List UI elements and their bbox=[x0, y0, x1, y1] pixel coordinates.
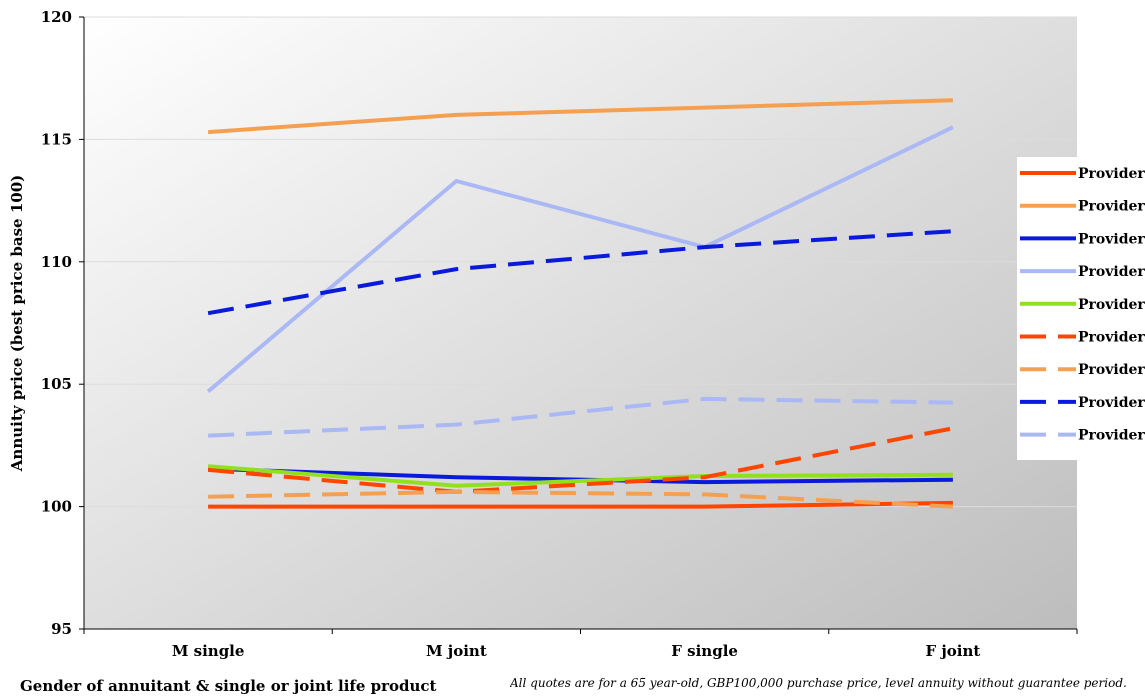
y-axis-title: Annuity price (best price base 100) bbox=[8, 175, 26, 472]
x-tick-labels: M single M joint F single F joint bbox=[172, 642, 981, 660]
y-tick-label: 95 bbox=[51, 620, 72, 638]
x-axis-title: Gender of annuitant & single or joint li… bbox=[20, 677, 437, 695]
legend-label: Provider 7 bbox=[1078, 362, 1145, 378]
series-line-provider-4 bbox=[206, 125, 954, 394]
legend: Provider 1 Provider 2 Provider 3 Provider 4… bbox=[1017, 157, 1145, 460]
series-lines bbox=[206, 98, 954, 509]
series-line-provider-7 bbox=[208, 489, 953, 509]
series-line-provider-9 bbox=[208, 396, 953, 438]
legend-label: Provider 9 bbox=[1078, 428, 1145, 444]
axes bbox=[79, 16, 1078, 634]
legend-label: Provider 2 bbox=[1078, 199, 1145, 215]
legend-label: Provider 5 bbox=[1078, 297, 1145, 313]
legend-label: Provider 1 bbox=[1078, 166, 1145, 182]
y-tick-label: 115 bbox=[41, 130, 72, 148]
series-line-provider-2 bbox=[207, 98, 953, 135]
series-line-provider-5 bbox=[207, 464, 953, 488]
gridlines bbox=[84, 16, 1077, 508]
y-tick-label: 105 bbox=[41, 375, 72, 393]
series-line-provider-8 bbox=[207, 229, 954, 316]
y-tick-label: 110 bbox=[41, 253, 72, 271]
y-tick-label: 120 bbox=[41, 8, 72, 26]
x-tick-label: F joint bbox=[925, 642, 980, 660]
plot-area bbox=[84, 17, 1077, 629]
x-tick-label: M joint bbox=[426, 642, 487, 660]
legend-label: Provider 3 bbox=[1078, 231, 1145, 247]
legend-label: Provider 8 bbox=[1078, 395, 1145, 411]
footnote: All quotes are for a 65 year-old, GBP100… bbox=[510, 676, 1127, 690]
y-tick-label: 100 bbox=[41, 498, 72, 516]
legend-label: Provider 4 bbox=[1078, 264, 1145, 280]
x-tick-label: F single bbox=[671, 642, 738, 660]
x-tick-label: M single bbox=[172, 642, 245, 660]
series-line-provider-1 bbox=[208, 500, 953, 509]
series-line-provider-6 bbox=[207, 426, 954, 494]
legend-label: Provider 6 bbox=[1078, 330, 1145, 346]
y-tick-labels: 95 100 105 110 115 120 bbox=[41, 8, 72, 638]
